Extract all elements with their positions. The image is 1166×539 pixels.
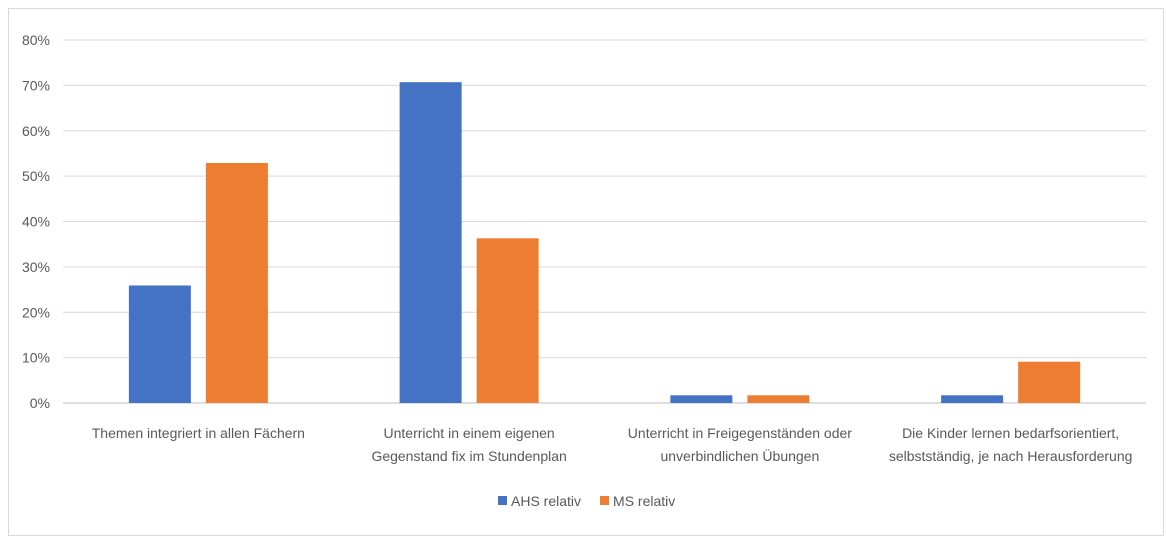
category-label: Unterricht in einem eigenen Gegenstand fi… [371,425,566,464]
category-label: Unterricht in Freigegenständen oder unver… [628,425,852,464]
legend-label: AHS relativ [511,493,581,509]
y-tick-label: 40% [22,214,50,230]
y-tick-label: 80% [22,32,50,48]
y-tick-label: 50% [22,168,50,184]
legend-swatch [498,496,507,505]
bar-ms-relativ [476,238,539,403]
y-tick-label: 30% [22,259,50,275]
bar-ms-relativ [747,395,810,403]
bar-ahs-relativ [128,285,191,403]
bar-ahs-relativ [941,395,1004,403]
bar-ms-relativ [1018,361,1081,403]
category-label-line: Die Kinder lernen bedarfsorientiert, [902,425,1119,441]
y-tick-label: 60% [22,123,50,139]
bar-ahs-relativ [670,395,733,403]
category-label-line: unverbindlichen Übungen [660,447,819,464]
category-label-line: Gegenstand fix im Stundenplan [371,448,566,464]
y-tick-label: 0% [30,395,50,411]
category-label-line: Themen integriert in allen Fächern [92,425,305,441]
category-label-line: Unterricht in einem eigenen [384,425,555,441]
category-label-line: selbstständig, je nach Herausforderung [889,448,1133,464]
y-tick-label: 20% [22,304,50,320]
category-label-line: Unterricht in Freigegenständen oder [628,425,852,441]
chart-frame [8,8,1164,536]
y-tick-label: 10% [22,350,50,366]
y-tick-label: 70% [22,77,50,93]
category-label: Die Kinder lernen bedarfsorientiert, selb… [889,425,1133,464]
legend-label: MS relativ [613,493,675,509]
bar-ahs-relativ [399,82,462,403]
category-label: Themen integriert in allen Fächern [92,425,305,441]
bar-ms-relativ [205,162,268,403]
legend-swatch [600,496,610,505]
